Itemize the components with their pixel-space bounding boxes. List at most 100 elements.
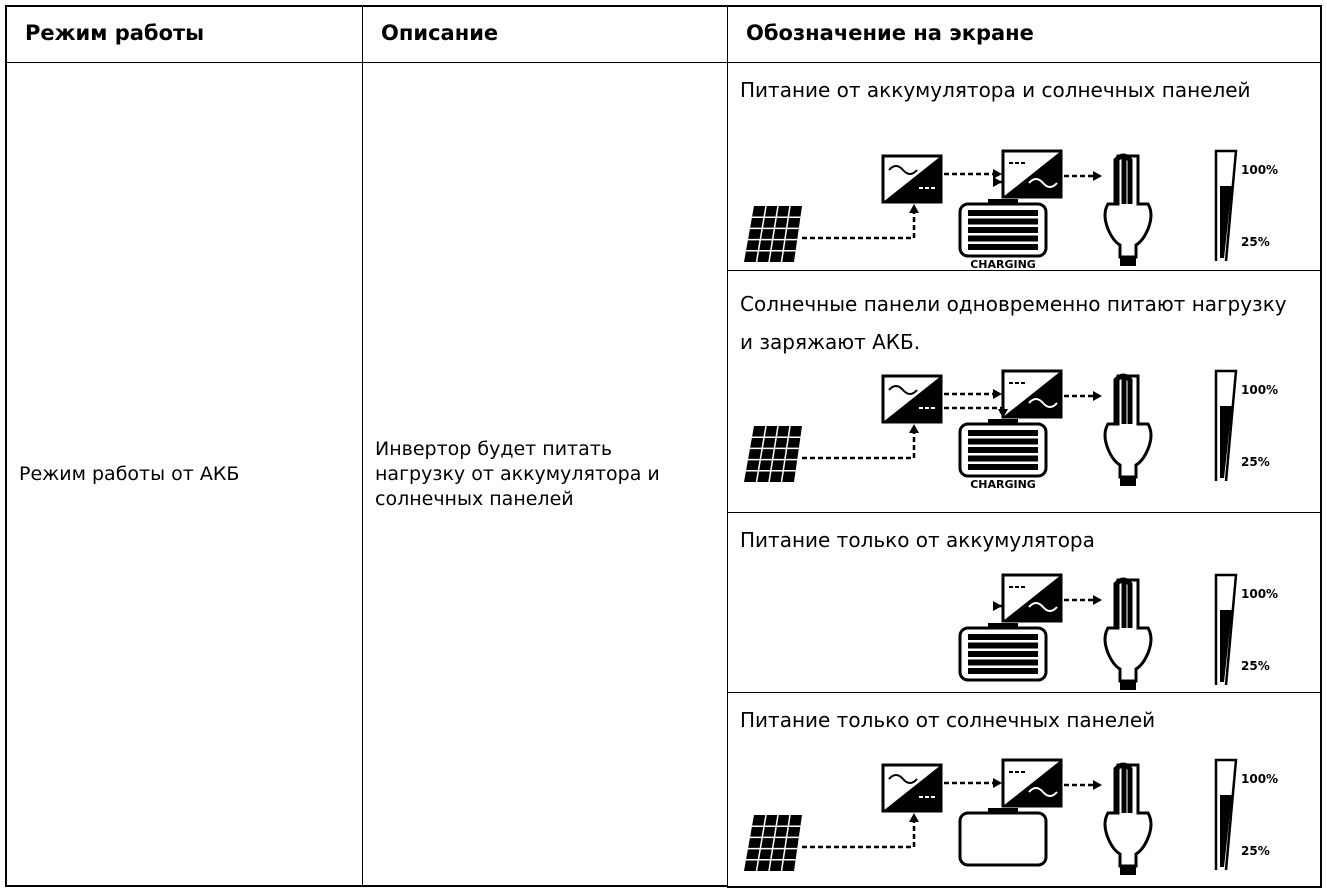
battery-body (958, 811, 1048, 867)
level-top-label: 100% (1241, 163, 1278, 177)
battery-bar (968, 210, 1038, 216)
header-cell: Режим работы (5, 5, 363, 63)
level-bottom-label: 25% (1241, 659, 1270, 673)
panel-grid (755, 814, 767, 872)
battery-bar (968, 642, 1038, 649)
battery-bar (968, 668, 1038, 674)
battery-cap (988, 199, 1018, 205)
level-top-label: 100% (1241, 587, 1278, 601)
level-frame (1224, 369, 1238, 482)
level-frame (1214, 149, 1228, 261)
bulb-tube (1113, 577, 1133, 628)
header-text: Обозначение на экране (746, 21, 1034, 45)
level-frame (1214, 369, 1228, 481)
battery-bar (968, 430, 1038, 436)
display-cell: Питание от аккумулятора и солнечных пане… (727, 62, 1322, 271)
caption: Питание от аккумулятора и солнечных пане… (740, 78, 1251, 102)
bulb-base (1120, 256, 1136, 266)
flow-line (802, 208, 916, 240)
battery-cap (988, 808, 1018, 814)
ac-sign (1028, 178, 1058, 188)
ac-sign (1028, 787, 1058, 797)
arrow-head (993, 169, 1002, 179)
arrow-head (998, 409, 1008, 418)
lcd-diagram: 100% 25% (958, 573, 1278, 690)
panel-grid (755, 205, 767, 263)
inverter-half (883, 376, 941, 422)
panel-grid (768, 425, 779, 483)
panel-grid (768, 814, 779, 872)
level-bottom-label: 25% (1241, 455, 1270, 469)
level-bottom-label: 25% (1241, 844, 1270, 858)
inverter-half (883, 765, 941, 811)
bulb-tube (1113, 762, 1133, 813)
ac-sign (1028, 602, 1058, 612)
display-cell: Питание только от аккумулятора 100% 25% (727, 512, 1322, 693)
battery-bar (968, 244, 1038, 250)
header-cell: Обозначение на экране (727, 5, 1322, 63)
battery-label: CHARGING (970, 478, 1036, 491)
level-fill (1220, 610, 1232, 682)
arrow-head (909, 204, 919, 213)
battery-bar (968, 651, 1038, 657)
bulb-base (1120, 865, 1136, 875)
bulb-base (1120, 680, 1136, 690)
ac-sign (888, 165, 918, 175)
display-cell: Питание только от солнечных панелей 100% 2… (727, 692, 1322, 888)
battery-bar (968, 634, 1038, 640)
arrow-head (909, 813, 919, 822)
battery-bar (968, 438, 1038, 445)
level-frame (1224, 149, 1238, 262)
level-frame (1224, 758, 1238, 871)
bulb-base (1120, 476, 1136, 486)
level-fill (1220, 406, 1232, 478)
caption: Питание только от аккумулятора (740, 528, 1095, 552)
lcd-diagram: CHARGING 100% 25% (744, 369, 1278, 491)
flow-line (802, 428, 916, 460)
description-cell: Инвертор будет питать нагрузку от аккуму… (362, 62, 728, 887)
lcd-diagram: 100% 25% (744, 758, 1278, 875)
header-text: Режим работы (25, 21, 205, 45)
ac-sign (888, 385, 918, 395)
arrow-head (909, 424, 919, 433)
ac-sign (1028, 398, 1058, 408)
panel-grid (755, 425, 767, 483)
level-top-label: 100% (1241, 772, 1278, 786)
arrow-head (1093, 391, 1102, 401)
arrow-head (993, 778, 1002, 788)
level-frame (1224, 573, 1238, 686)
battery-label: CHARGING (970, 258, 1036, 271)
panel-grid (780, 425, 791, 483)
battery-bar (968, 235, 1038, 242)
arrow-head (1093, 595, 1102, 605)
battery-cap (988, 419, 1018, 425)
inverter-half (883, 156, 941, 202)
mode-text: Режим работы от АКБ (19, 462, 240, 485)
battery-cap (988, 623, 1018, 629)
level-frame (1214, 758, 1228, 870)
battery-bar (968, 659, 1038, 666)
bulb-tube (1113, 373, 1133, 424)
ac-sign (888, 774, 918, 784)
arrow-head (993, 177, 1002, 187)
level-fill (1220, 795, 1232, 867)
header-cell: Описание (362, 5, 728, 63)
mode-cell: Режим работы от АКБ (5, 62, 363, 887)
caption: Солнечные панели одновременно питают наг… (740, 292, 1287, 354)
level-top-label: 100% (1241, 383, 1278, 397)
battery-bar (968, 218, 1038, 225)
panel-grid (768, 205, 779, 263)
battery-bar (968, 464, 1038, 470)
arrow-head (993, 601, 1002, 611)
panel-grid (780, 205, 791, 263)
battery-bar (968, 455, 1038, 462)
battery-bar (968, 447, 1038, 453)
flow-line (802, 817, 916, 849)
panel-grid (780, 814, 791, 872)
arrow-head (993, 389, 1002, 399)
level-bottom-label: 25% (1241, 235, 1270, 249)
description-text: Инвертор будет питать нагрузку от аккуму… (375, 437, 660, 510)
battery-bar (968, 227, 1038, 233)
caption: Питание только от солнечных панелей (740, 708, 1156, 732)
